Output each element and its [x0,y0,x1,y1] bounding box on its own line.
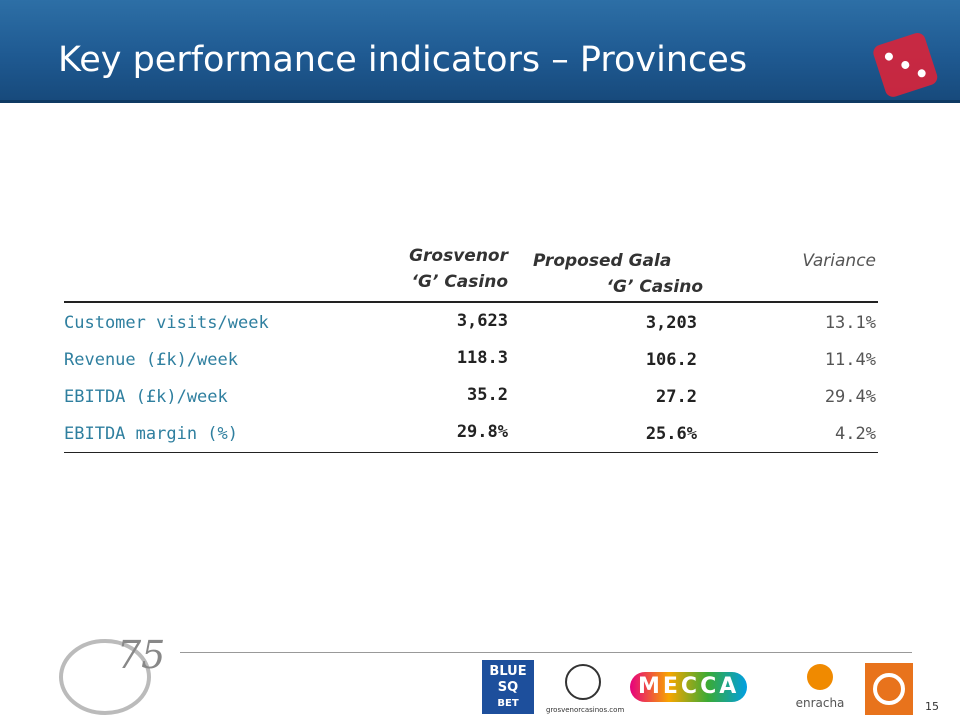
col-header: Grosvenor ‘G’ Casino [409,243,508,295]
cell-value: 106.2 [645,350,697,370]
mecca-logo: MECCA [630,672,748,702]
cell-value: 35.2 [467,385,508,405]
row-label: Revenue (£k)/week [64,350,238,370]
col-header-line: Variance [802,251,876,271]
grosvenor-emblem [565,664,601,700]
cell-value: 3,623 [456,311,508,331]
tr-logo [865,663,913,715]
col-header-line: ‘G’ Casino [411,272,508,292]
enracha-emblem [807,664,833,690]
col-header: Variance [802,248,876,274]
row-label: Customer visits/week [64,313,269,333]
cell-value: 4.2% [835,424,876,444]
grosvenor-logo: grosvenorcasinos.com [546,662,625,714]
enracha-logo: enracha [790,662,850,710]
logo-text: grosvenorcasinos.com [546,706,625,714]
slide-title: Key performance indicators – Provinces [58,40,748,80]
col-header-line: Grosvenor [409,246,508,266]
col-header-line: Proposed Gala [533,251,672,271]
anniversary-logo: 75 [59,633,165,715]
cell-value: 29.4% [824,387,876,407]
cell-value: 27.2 [656,387,697,407]
cell-value: 25.6% [645,424,697,444]
cell-value: 11.4% [824,350,876,370]
row-label: EBITDA (£k)/week [64,387,228,407]
col-header-line: ‘G’ Casino [606,277,703,297]
bluesq-logo: BLUE SQ BET [482,660,534,714]
logo-text: enracha [795,696,845,710]
row-label: EBITDA margin (%) [64,424,238,444]
logo-text: BET [497,698,519,709]
col-header: Proposed Gala ‘G’ Casino [533,248,703,300]
anniversary-text: 75 [117,633,165,677]
logo-text: BLUE SQ [489,664,527,695]
table-rule [64,301,878,303]
dice-icon [873,33,938,97]
footer-rule [180,652,912,653]
cell-value: 29.8% [456,422,508,442]
header-band [0,0,960,103]
cell-value: 13.1% [824,313,876,333]
cell-value: 118.3 [456,348,508,368]
cell-value: 3,203 [645,313,697,333]
page-number: 15 [925,700,939,713]
table-rule [64,452,878,453]
